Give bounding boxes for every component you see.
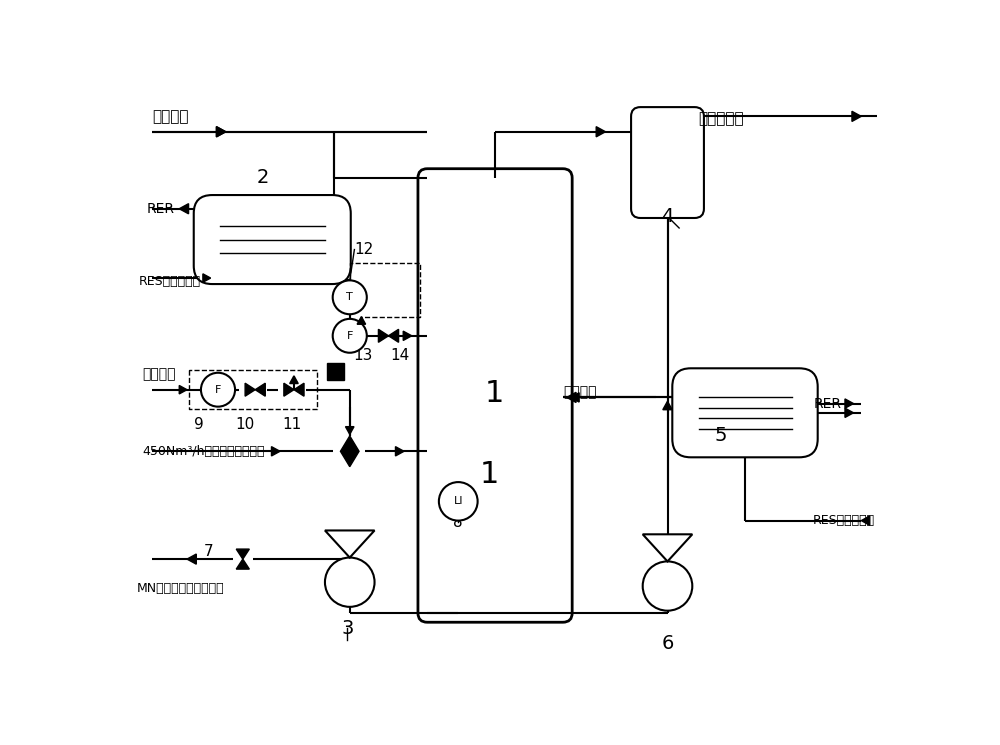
Text: 尾气去焚烧: 尾气去焚烧 — [698, 111, 744, 126]
Circle shape — [325, 557, 375, 607]
Text: 7: 7 — [204, 544, 214, 559]
Polygon shape — [845, 399, 854, 408]
Polygon shape — [861, 516, 870, 525]
Polygon shape — [345, 427, 354, 434]
Polygon shape — [216, 127, 226, 137]
Polygon shape — [663, 402, 672, 410]
Bar — [326, 363, 344, 380]
Polygon shape — [845, 408, 854, 417]
Text: LI: LI — [454, 496, 463, 507]
Text: 6: 6 — [661, 634, 674, 653]
Text: 4: 4 — [661, 207, 674, 226]
Polygon shape — [294, 383, 304, 396]
FancyBboxPatch shape — [631, 107, 704, 218]
Polygon shape — [284, 383, 294, 396]
Polygon shape — [571, 393, 579, 402]
Circle shape — [201, 372, 235, 407]
Text: 新鲜甲醇: 新鲜甲醇 — [152, 109, 189, 124]
Text: MN甲醇溶液去合成系统: MN甲醇溶液去合成系统 — [137, 582, 224, 595]
Polygon shape — [567, 393, 576, 402]
Text: 10: 10 — [236, 417, 255, 432]
FancyBboxPatch shape — [418, 168, 572, 622]
Text: 9: 9 — [194, 417, 204, 432]
Text: RER: RER — [147, 202, 175, 216]
Polygon shape — [236, 549, 249, 559]
Polygon shape — [255, 383, 265, 396]
Polygon shape — [203, 274, 211, 282]
Text: 工厂空气: 工厂空气 — [142, 367, 176, 381]
Polygon shape — [236, 559, 249, 569]
Polygon shape — [179, 203, 189, 214]
Text: 5: 5 — [714, 426, 726, 446]
FancyBboxPatch shape — [194, 195, 351, 284]
Text: 甲醇回流: 甲醇回流 — [563, 385, 596, 399]
Text: 14: 14 — [390, 348, 410, 363]
Polygon shape — [378, 329, 388, 342]
Text: 12: 12 — [354, 242, 374, 257]
Text: RES（冷冻液）: RES（冷冻液） — [139, 276, 201, 288]
Polygon shape — [596, 127, 606, 137]
Text: 1: 1 — [480, 460, 499, 489]
Polygon shape — [216, 127, 226, 137]
Text: 3: 3 — [341, 619, 354, 638]
Circle shape — [333, 280, 367, 314]
Text: 11: 11 — [282, 417, 301, 432]
Polygon shape — [245, 383, 255, 396]
Text: 13: 13 — [353, 348, 373, 363]
Polygon shape — [388, 329, 399, 342]
Polygon shape — [325, 530, 375, 557]
Circle shape — [643, 562, 692, 611]
Polygon shape — [187, 554, 196, 564]
Text: 1: 1 — [485, 379, 504, 408]
Text: F: F — [215, 384, 221, 395]
Polygon shape — [179, 385, 187, 394]
Text: 450Nm³/h弛放气自合成系统: 450Nm³/h弛放气自合成系统 — [142, 445, 265, 457]
Text: 8: 8 — [453, 515, 463, 530]
Polygon shape — [852, 111, 861, 121]
FancyBboxPatch shape — [672, 368, 818, 457]
Polygon shape — [643, 534, 692, 562]
Polygon shape — [271, 447, 280, 456]
Text: RES（冷冻液）: RES（冷冻液） — [813, 514, 875, 527]
Text: 2: 2 — [257, 168, 269, 188]
Text: F: F — [347, 331, 353, 340]
Polygon shape — [403, 331, 412, 340]
Circle shape — [439, 482, 478, 521]
Polygon shape — [290, 375, 298, 384]
Circle shape — [333, 319, 367, 352]
Polygon shape — [357, 317, 366, 324]
Polygon shape — [340, 436, 359, 466]
Text: RER: RER — [813, 396, 841, 410]
Polygon shape — [395, 447, 404, 456]
Text: T: T — [346, 292, 353, 302]
